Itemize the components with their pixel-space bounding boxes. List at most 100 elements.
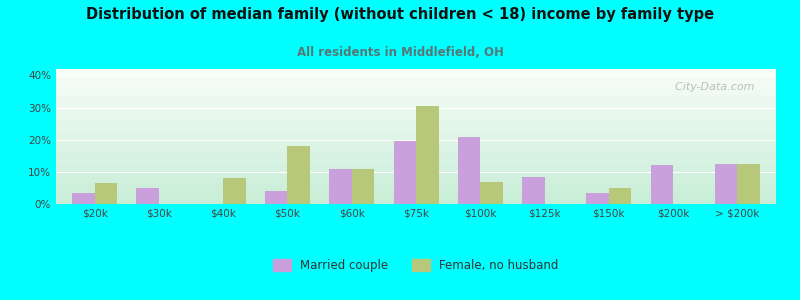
Bar bbox=[56, 201, 776, 202]
Bar bbox=[56, 120, 776, 121]
Bar bbox=[56, 182, 776, 183]
Bar bbox=[56, 151, 776, 152]
Bar bbox=[56, 174, 776, 175]
Bar bbox=[56, 108, 776, 109]
Bar bbox=[56, 144, 776, 145]
Bar bbox=[56, 192, 776, 193]
Bar bbox=[56, 89, 776, 90]
Bar bbox=[56, 125, 776, 126]
Bar bbox=[56, 164, 776, 165]
Bar bbox=[56, 129, 776, 130]
Bar bbox=[56, 74, 776, 75]
Bar bbox=[56, 137, 776, 138]
Bar bbox=[56, 97, 776, 98]
Bar bbox=[56, 153, 776, 154]
Bar bbox=[56, 176, 776, 177]
Bar bbox=[56, 96, 776, 97]
Text: City-Data.com: City-Data.com bbox=[668, 82, 754, 92]
Bar bbox=[56, 78, 776, 79]
Bar bbox=[56, 183, 776, 184]
Bar bbox=[56, 102, 776, 103]
Bar bbox=[330, 169, 352, 204]
Bar bbox=[416, 106, 438, 204]
Bar bbox=[56, 165, 776, 166]
Bar bbox=[56, 193, 776, 194]
Bar bbox=[56, 180, 776, 181]
Bar bbox=[265, 191, 287, 204]
Bar bbox=[56, 87, 776, 88]
Bar bbox=[56, 187, 776, 188]
Bar bbox=[586, 193, 609, 204]
Bar bbox=[56, 122, 776, 123]
Text: Distribution of median family (without children < 18) income by family type: Distribution of median family (without c… bbox=[86, 8, 714, 22]
Bar bbox=[56, 167, 776, 168]
Bar bbox=[56, 81, 776, 82]
Bar bbox=[56, 71, 776, 72]
Bar bbox=[56, 184, 776, 185]
Bar bbox=[56, 117, 776, 118]
Bar bbox=[56, 197, 776, 198]
Bar bbox=[56, 112, 776, 113]
Bar bbox=[223, 178, 246, 204]
Bar bbox=[56, 146, 776, 147]
Bar bbox=[56, 99, 776, 100]
Bar bbox=[56, 103, 776, 104]
Bar bbox=[56, 106, 776, 107]
Bar bbox=[56, 123, 776, 124]
Bar bbox=[56, 169, 776, 170]
Bar bbox=[56, 107, 776, 108]
Bar bbox=[56, 168, 776, 169]
Bar bbox=[56, 173, 776, 174]
Bar bbox=[56, 143, 776, 144]
Bar bbox=[56, 93, 776, 94]
Bar bbox=[56, 90, 776, 91]
Bar bbox=[56, 191, 776, 192]
Bar bbox=[56, 80, 776, 81]
Bar bbox=[56, 111, 776, 112]
Bar bbox=[56, 189, 776, 190]
Bar bbox=[56, 139, 776, 140]
Bar bbox=[56, 70, 776, 71]
Bar bbox=[56, 200, 776, 201]
Bar bbox=[56, 124, 776, 125]
Bar bbox=[56, 203, 776, 204]
Bar bbox=[56, 73, 776, 74]
Bar bbox=[56, 190, 776, 191]
Bar bbox=[715, 164, 738, 204]
Bar bbox=[56, 148, 776, 149]
Bar bbox=[56, 134, 776, 135]
Bar bbox=[56, 149, 776, 150]
Bar bbox=[56, 84, 776, 85]
Bar bbox=[56, 181, 776, 182]
Bar bbox=[650, 165, 673, 204]
Bar bbox=[56, 92, 776, 93]
Legend: Married couple, Female, no husband: Married couple, Female, no husband bbox=[269, 254, 563, 276]
Bar bbox=[56, 100, 776, 101]
Bar bbox=[352, 169, 374, 204]
Bar bbox=[56, 76, 776, 77]
Bar bbox=[56, 95, 776, 96]
Bar bbox=[56, 105, 776, 106]
Bar bbox=[56, 199, 776, 200]
Bar bbox=[56, 136, 776, 137]
Bar bbox=[480, 182, 502, 204]
Bar bbox=[56, 157, 776, 158]
Bar bbox=[56, 155, 776, 156]
Bar bbox=[56, 138, 776, 139]
Bar bbox=[56, 98, 776, 99]
Bar bbox=[56, 91, 776, 92]
Bar bbox=[56, 126, 776, 127]
Bar bbox=[56, 195, 776, 196]
Bar bbox=[522, 177, 545, 204]
Bar bbox=[56, 186, 776, 187]
Bar bbox=[56, 133, 776, 134]
Bar bbox=[56, 194, 776, 195]
Bar bbox=[56, 79, 776, 80]
Bar bbox=[287, 146, 310, 204]
Bar bbox=[56, 177, 776, 178]
Bar bbox=[56, 88, 776, 89]
Bar bbox=[56, 119, 776, 120]
Bar bbox=[56, 118, 776, 119]
Bar bbox=[56, 170, 776, 171]
Bar bbox=[56, 196, 776, 197]
